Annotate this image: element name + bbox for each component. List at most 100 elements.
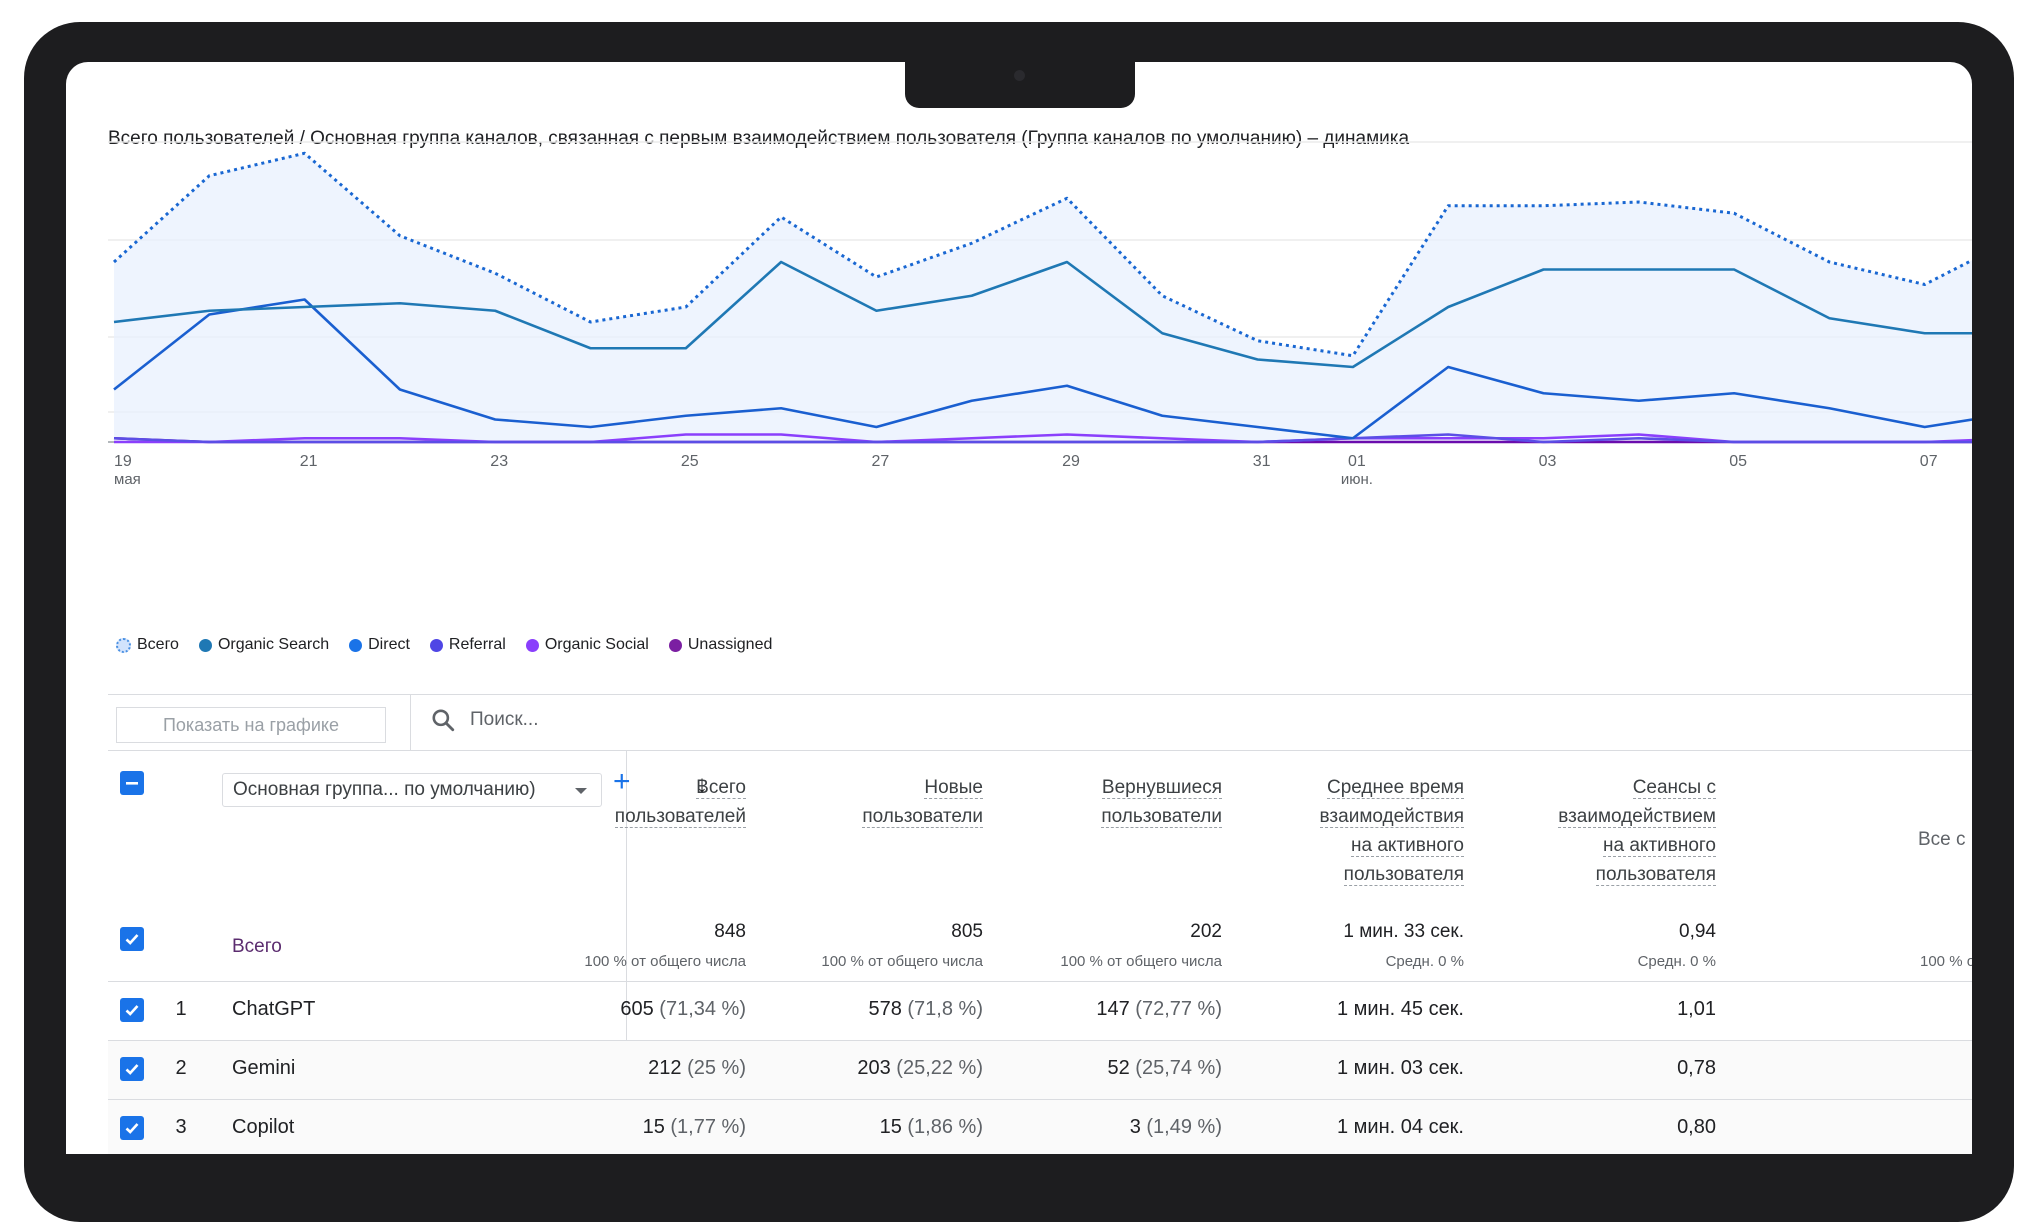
row-index: 3 — [175, 1116, 187, 1138]
legend-label: Organic Social — [544, 636, 649, 653]
row-checkbox[interactable] — [120, 1057, 144, 1081]
total-cell: 848 100 % от общего числа — [584, 921, 746, 970]
legend-item-organic-social[interactable]: Organic Social — [525, 636, 649, 654]
metric-header-line: Всего — [696, 777, 746, 799]
metric-header[interactable]: Все с — [1918, 825, 1966, 854]
x-tick-label: 25 — [681, 453, 699, 470]
total-cell: 202 100 % от общего числа — [1060, 921, 1222, 970]
cell-percent: (1,49 %) — [1140, 1116, 1222, 1138]
add-dimension-button[interactable]: + — [613, 765, 631, 798]
x-tick-label: 19 — [114, 453, 132, 470]
total-area — [114, 153, 1972, 442]
cell-percent: (25,22 %) — [890, 1057, 983, 1079]
x-tick-label: 29 — [1062, 453, 1080, 470]
cell-value: 1 мин. 45 сек. — [1337, 998, 1464, 1020]
x-tick-label: 01 — [1348, 453, 1366, 470]
legend-item-direct[interactable]: Direct — [349, 636, 410, 654]
series-line-всего — [112, 151, 1972, 358]
table-row[interactable]: 3 Copilot 15 (1,77 %) 15 (1,86 %) 3 (1,49 %)… — [108, 1099, 1972, 1154]
metric-header-line: на активного — [1351, 835, 1464, 857]
metric-header-line: пользователя — [1595, 864, 1716, 886]
row-checkbox[interactable] — [120, 1116, 144, 1140]
total-subtext: 100 % от общего числа — [1060, 953, 1222, 970]
search-box[interactable]: Поиск... — [430, 707, 539, 733]
x-tick-label: 05 — [1729, 453, 1747, 470]
metric-header-line: Среднее время — [1326, 777, 1464, 799]
dimension-dropdown[interactable]: Основная группа... по умолчанию) — [222, 773, 602, 807]
metric-header[interactable]: Вернувшиеся пользователи — [1101, 773, 1222, 831]
metric-header-line: взаимодействия — [1319, 806, 1464, 828]
dimension-dropdown-value: Основная группа... по умолчанию) — [233, 779, 536, 800]
search-icon — [432, 709, 455, 732]
metric-cell: 203 (25,22 %) — [857, 1057, 983, 1080]
metric-cell: 3 (1,49 %) — [1130, 1116, 1222, 1139]
metric-header[interactable]: Среднее время взаимодействия на активного п… — [1319, 773, 1464, 889]
cell-value: 52 — [1107, 1057, 1130, 1079]
x-tick-label: 03 — [1539, 453, 1557, 470]
caret-down-icon — [575, 788, 587, 794]
row-dimension-value[interactable]: Copilot — [232, 1116, 295, 1138]
legend-dot-icon — [429, 638, 443, 652]
total-subtext: Средн. 0 % — [1385, 953, 1464, 970]
legend-dot-icon — [198, 638, 212, 652]
table-row[interactable]: 1 ChatGPT 605 (71,34 %) 578 (71,8 %) 147 (72… — [108, 981, 1972, 1040]
total-row-label: Всего — [232, 936, 282, 957]
data-table: Основная группа... по умолчанию) + ↓ Все… — [108, 750, 1972, 1154]
cell-value: 0,80 — [1677, 1116, 1716, 1138]
cell-value: 15 — [879, 1116, 902, 1138]
metric-cell: 1 мин. 45 сек. — [1337, 998, 1464, 1021]
search-input[interactable]: Поиск... — [470, 709, 539, 730]
x-tick-label: 27 — [872, 453, 890, 470]
screen: Всего пользователей / Основная группа ка… — [66, 62, 1972, 1154]
total-value: 202 — [1190, 921, 1222, 942]
metric-header[interactable]: Новые пользователи — [862, 773, 983, 831]
legend-dot-icon — [525, 638, 539, 652]
legend-label: Unassigned — [687, 636, 773, 653]
legend-label: Referral — [448, 636, 506, 653]
metric-header-line: Все с — [1918, 829, 1966, 850]
cell-percent: (1,86 %) — [901, 1116, 983, 1138]
metric-cell: 147 (72,77 %) — [1096, 998, 1222, 1021]
metric-cell: 212 (25 %) — [648, 1057, 746, 1080]
row-index: 1 — [175, 998, 187, 1020]
total-cell: 0,94 Средн. 0 % — [1638, 921, 1716, 970]
row-checkbox[interactable] — [120, 998, 144, 1022]
column-divider — [626, 750, 627, 1154]
legend-item-unassigned[interactable]: Unassigned — [668, 636, 773, 654]
cell-value: 203 — [857, 1057, 891, 1079]
cell-value: 578 — [868, 998, 902, 1020]
x-tick-month: мая — [114, 471, 141, 488]
sort-desc-icon[interactable]: ↓ — [696, 771, 708, 798]
show-on-chart-button[interactable]: Показать на графике — [116, 707, 386, 743]
row-dimension-value[interactable]: Gemini — [232, 1057, 296, 1079]
metric-header[interactable]: Сеансы с взаимодействием на активного польз… — [1558, 773, 1716, 889]
legend-item-referral[interactable]: Referral — [429, 636, 506, 654]
minus-icon — [126, 782, 138, 785]
row-dimension-value[interactable]: ChatGPT — [232, 998, 316, 1020]
metric-header[interactable]: Всего пользователей — [614, 773, 746, 831]
cell-value: 0,78 — [1677, 1057, 1716, 1079]
camera-icon — [1014, 70, 1025, 81]
x-tick-month: июн. — [1341, 471, 1373, 488]
metric-header-line: взаимодействием — [1558, 806, 1716, 828]
chart-title: Всего пользователей / Основная группа ка… — [108, 128, 1410, 149]
check-icon — [125, 934, 139, 945]
legend-label: Direct — [368, 636, 410, 653]
select-all-checkbox[interactable] — [120, 771, 144, 795]
x-tick-label: 31 — [1253, 453, 1271, 470]
metric-cell: 578 (71,8 %) — [868, 998, 983, 1021]
cell-value: 1 мин. 03 сек. — [1337, 1057, 1464, 1079]
cell-percent: (1,77 %) — [664, 1116, 746, 1138]
legend-item-organic-search[interactable]: Organic Search — [198, 636, 329, 654]
metric-cell: 0,78 — [1677, 1057, 1716, 1080]
x-tick-label: 21 — [300, 453, 318, 470]
total-row-checkbox[interactable] — [120, 927, 144, 951]
legend-item-всего[interactable]: Всего — [116, 636, 179, 654]
total-cell: 1 мин. 33 сек. Средн. 0 % — [1343, 921, 1464, 970]
cell-value: 605 — [620, 998, 654, 1020]
table-row[interactable]: 2 Gemini 212 (25 %) 203 (25,22 %) 52 (25,74 … — [108, 1040, 1972, 1099]
camera-notch — [905, 62, 1135, 108]
toolbar-divider — [410, 695, 411, 751]
total-cell: 805 100 % от общего числа — [821, 921, 983, 970]
cell-percent: (25,74 %) — [1129, 1057, 1222, 1079]
